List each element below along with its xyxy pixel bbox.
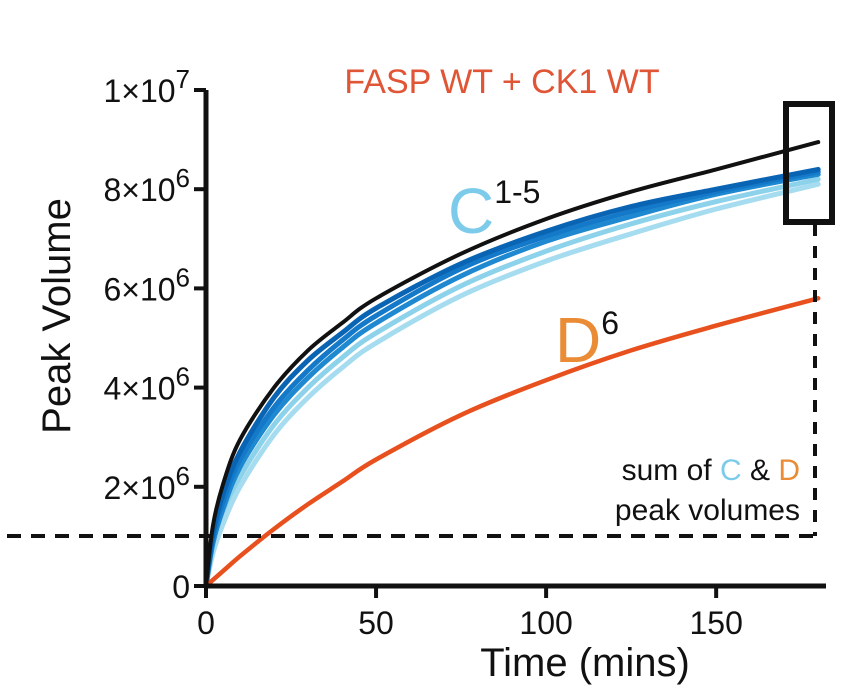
y-tick-label: 1×107 (103, 64, 190, 109)
x-tick-label: 150 (689, 605, 742, 641)
series-line-sum-of-c-d-peak-volumes (204, 140, 821, 588)
y-tick-label: 0 (172, 569, 190, 605)
sum-annotation-line1: sum of C & D (622, 454, 800, 487)
series-layer (203, 140, 821, 589)
d-series-superscript: 6 (601, 305, 619, 341)
series-line-c1 (203, 166, 821, 589)
c-series-label: C1-5 (448, 174, 540, 247)
x-axis-title: Time (mins) (480, 641, 690, 685)
y-tick-label: 4×106 (103, 362, 190, 407)
y-axis-title: Peak Volume (35, 198, 79, 434)
d-series-letter: D (555, 304, 601, 376)
series-line-c4 (203, 176, 821, 589)
chart-title: FASP WT + CK1 WT (344, 63, 659, 101)
c-series-superscript: 1-5 (494, 174, 540, 210)
sum-annotation-line2: peak volumes (615, 494, 800, 527)
endpoint-highlight-box (783, 101, 835, 225)
sum-d-letter: D (778, 454, 800, 487)
x-tick-label: 50 (358, 605, 394, 641)
sum-c-letter: C (720, 454, 742, 487)
x-tick-label: 100 (519, 605, 572, 641)
x-tick-label: 0 (197, 605, 215, 641)
series-line-c5 (203, 181, 821, 589)
c-series-letter: C (448, 175, 494, 247)
y-tick-label: 8×106 (103, 163, 190, 208)
y-tick-label: 2×106 (103, 461, 190, 506)
tick-layer: 0 50 100 150 0 2×106 4×106 6×106 8×106 1×107 (103, 64, 742, 641)
d-series-label: D6 (555, 304, 619, 376)
sum-amp: & (742, 454, 779, 487)
series-line-d6 (203, 296, 821, 589)
y-tick-label: 6×106 (103, 262, 190, 307)
sum-prefix: sum of (622, 454, 720, 487)
